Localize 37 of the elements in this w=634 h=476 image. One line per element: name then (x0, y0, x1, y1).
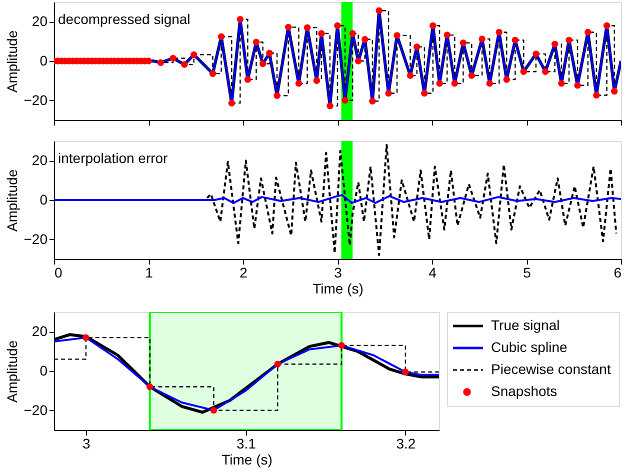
legend-label: True signal (491, 317, 560, 333)
x-axis-title: Time (s) (312, 280, 364, 296)
annotation: interpolation error (58, 150, 168, 166)
point (210, 406, 218, 414)
x-tick-label: 4 (428, 264, 437, 280)
point (146, 383, 154, 390)
x-tick-label: 5 (523, 264, 532, 280)
y-tick-label: 0 (40, 362, 48, 378)
y-tick-label: −20 (24, 230, 48, 247)
y-axis-title: Amplitude (4, 30, 20, 93)
point (402, 368, 409, 376)
x-tick-label: 3.2 (396, 436, 416, 452)
y-axis-title: Amplitude (4, 169, 20, 232)
x-tick-label: 6 (614, 264, 622, 280)
y-tick-label: 20 (32, 323, 48, 340)
x-tick-label: 3 (334, 264, 342, 280)
y-tick-label: 20 (32, 152, 48, 168)
annotation: decompressed signal (58, 11, 190, 27)
y-tick-label: −20 (24, 402, 48, 418)
y-tick-label: 20 (32, 13, 48, 30)
x-tick-label: 3.1 (236, 436, 256, 452)
y-axis-title: Amplitude (4, 340, 20, 403)
line-series (54, 194, 621, 204)
x-axis-title: Time (s) (222, 452, 272, 468)
x-tick-label: 2 (240, 264, 248, 280)
legend-label: Piecewise constant (491, 361, 611, 377)
y-tick-label: 0 (40, 52, 48, 68)
legend-label: Cubic spline (491, 339, 568, 355)
point (274, 360, 282, 368)
legend-label: Snapshots (491, 383, 558, 399)
x-tick-label: 3 (82, 436, 91, 452)
y-tick-label: −20 (24, 92, 48, 108)
x-tick-label: 0 (54, 264, 62, 280)
point (338, 342, 345, 349)
x-tick-label: 1 (145, 264, 154, 280)
point (82, 334, 90, 341)
y-tick-label: 0 (40, 192, 48, 208)
